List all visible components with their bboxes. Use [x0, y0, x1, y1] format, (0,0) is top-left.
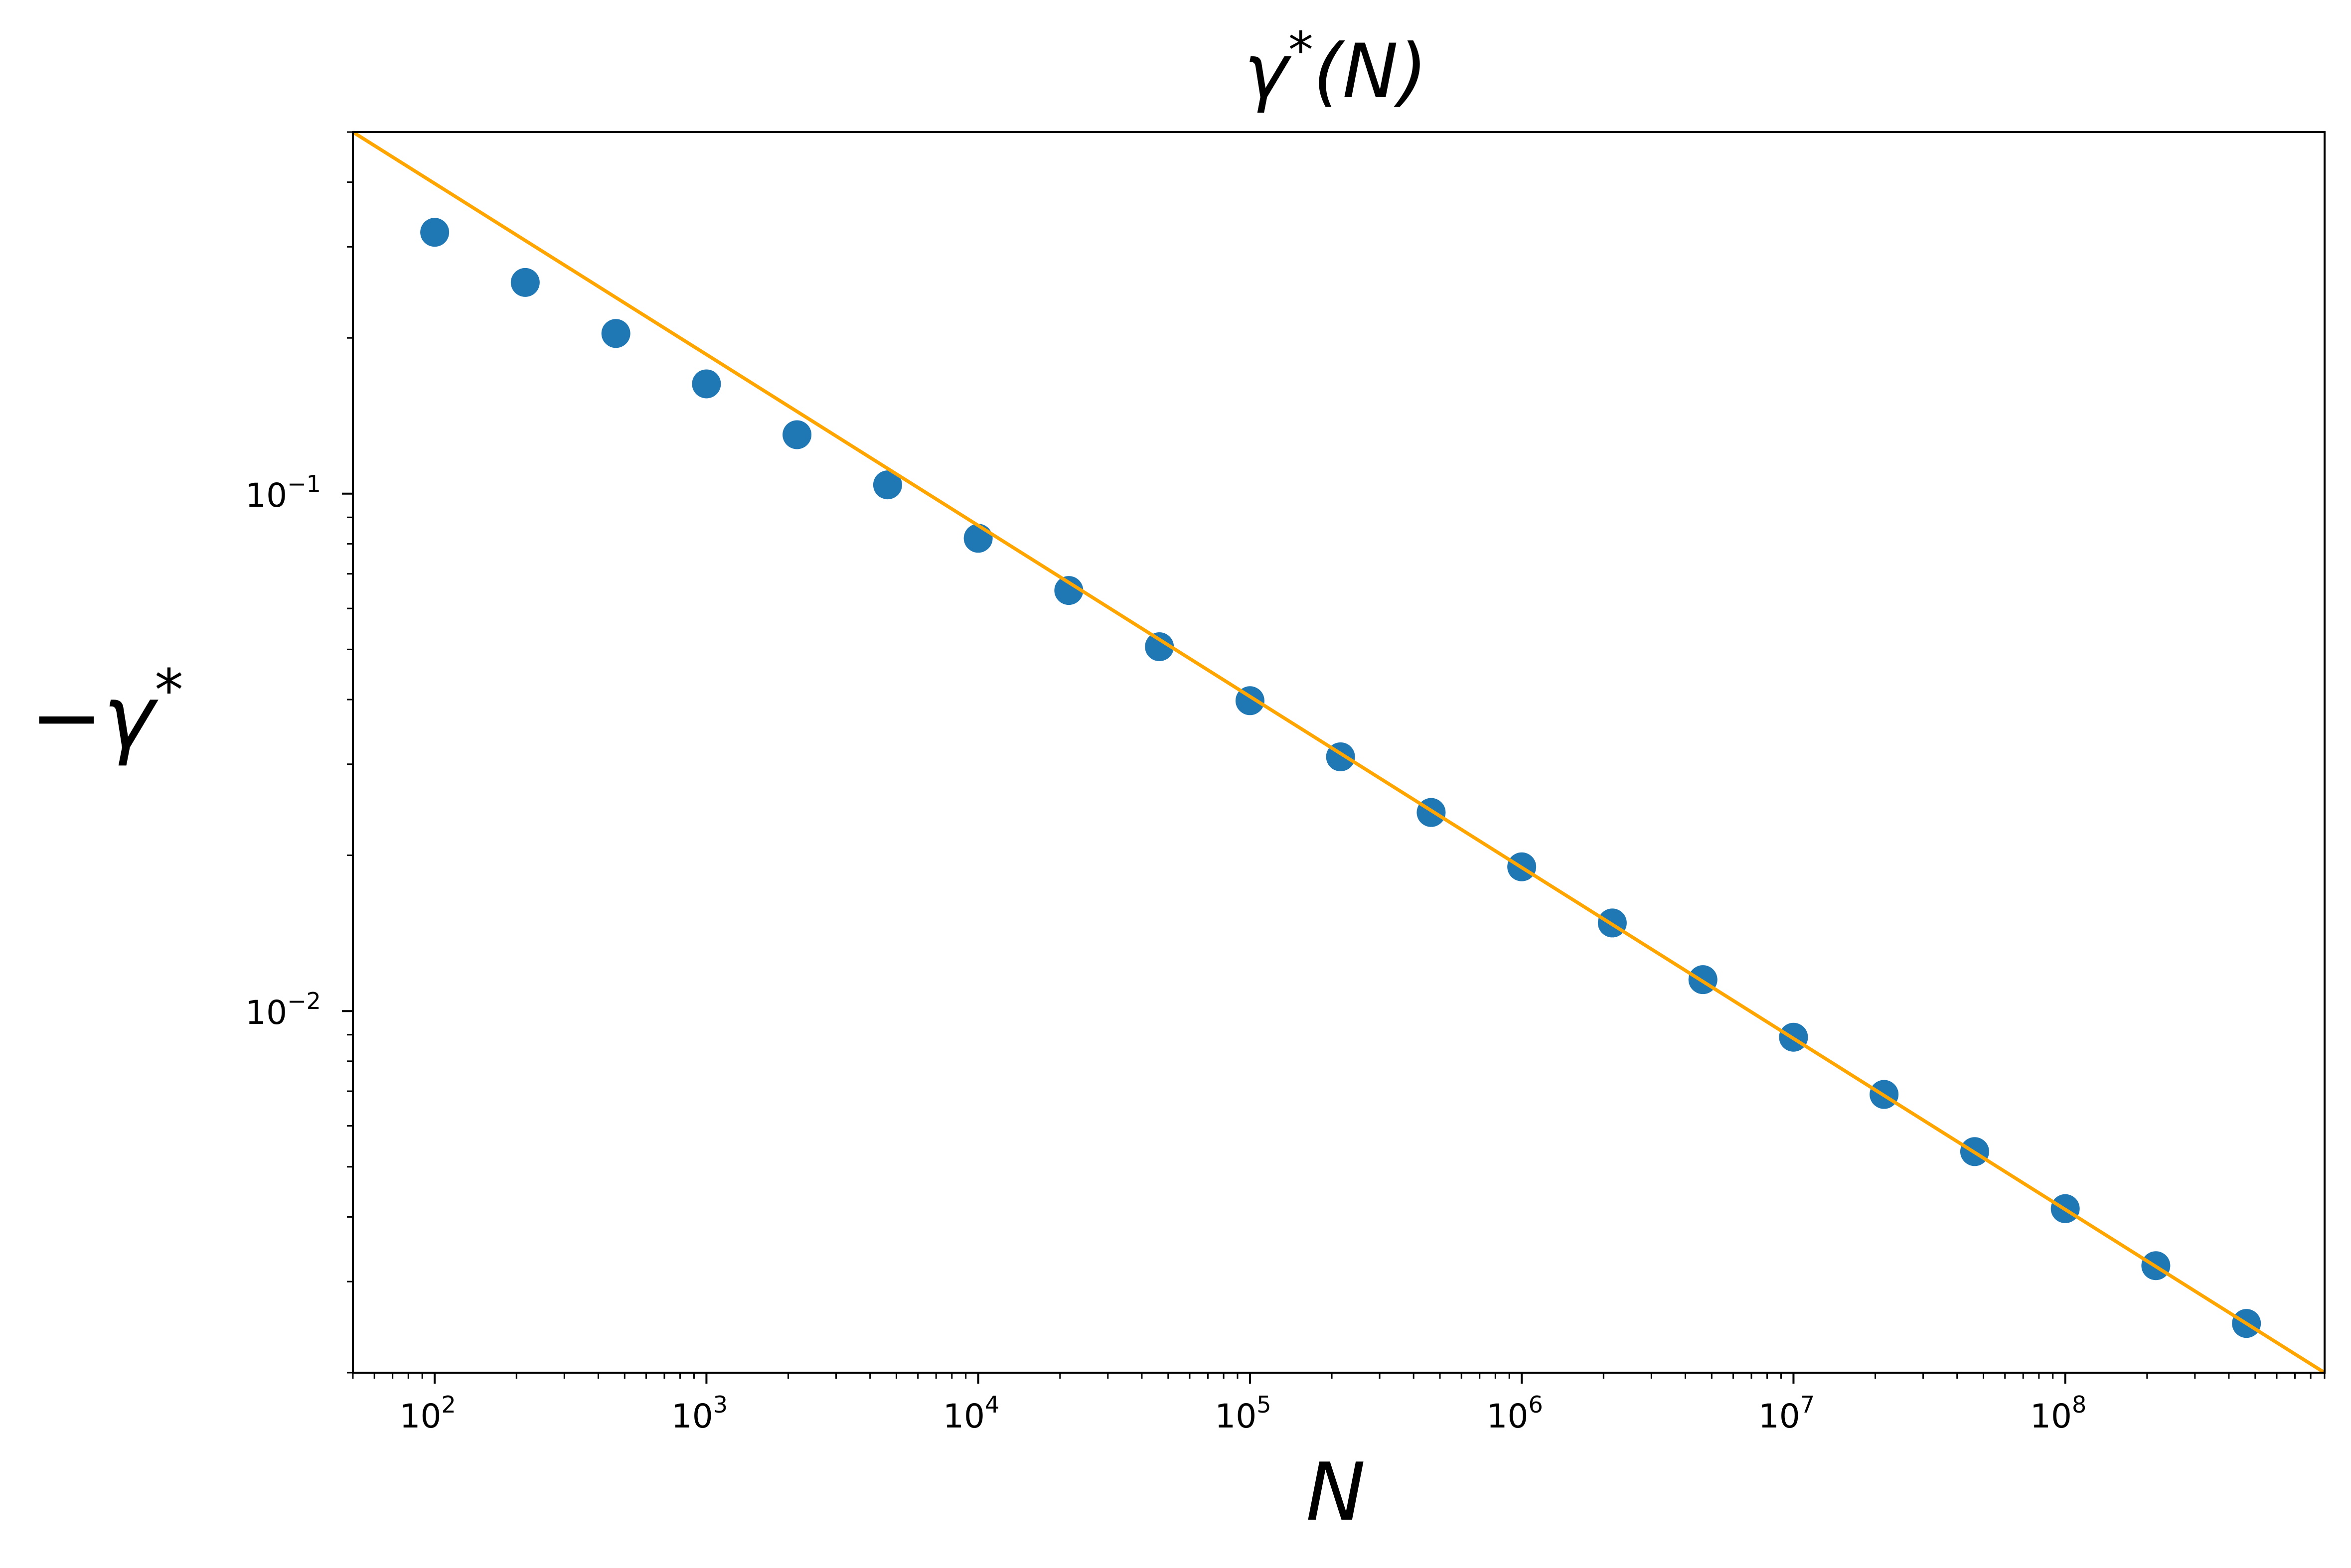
- y-axis-label: −γ*: [30, 657, 183, 768]
- x-tick-label: 106: [1487, 1391, 1543, 1435]
- data-point: [420, 218, 450, 247]
- x-tick-label: 103: [671, 1391, 728, 1435]
- fit-line: [352, 131, 2326, 1374]
- y-tick-label: 10−1: [245, 470, 321, 515]
- y-axis-label-star: *: [155, 657, 183, 724]
- data-point: [1054, 576, 1084, 605]
- data-point: [873, 470, 902, 500]
- title-arg: (N): [1313, 28, 1427, 115]
- axes-frame: [352, 131, 2326, 1374]
- title-star: *: [1288, 21, 1313, 79]
- data-point: [510, 268, 540, 297]
- data-point: [783, 420, 812, 449]
- x-axis-label: N: [1306, 1445, 1366, 1539]
- x-tick-label: 105: [1215, 1391, 1271, 1435]
- x-tick-label: 104: [943, 1391, 999, 1435]
- data-point: [963, 524, 993, 553]
- data-point: [601, 319, 630, 348]
- x-tick-label: 108: [2030, 1391, 2086, 1435]
- x-tick-label: 107: [1758, 1391, 1815, 1435]
- data-point: [692, 369, 721, 399]
- data-point: [1145, 632, 1174, 662]
- chart-title: γ*(N): [1244, 21, 1427, 115]
- x-tick-label: 102: [400, 1391, 456, 1435]
- y-tick-label: 10−2: [245, 988, 321, 1032]
- title-symbol: γ: [1244, 28, 1292, 115]
- plot-area: [352, 131, 2326, 1374]
- y-axis-label-symbol: −γ: [30, 667, 159, 768]
